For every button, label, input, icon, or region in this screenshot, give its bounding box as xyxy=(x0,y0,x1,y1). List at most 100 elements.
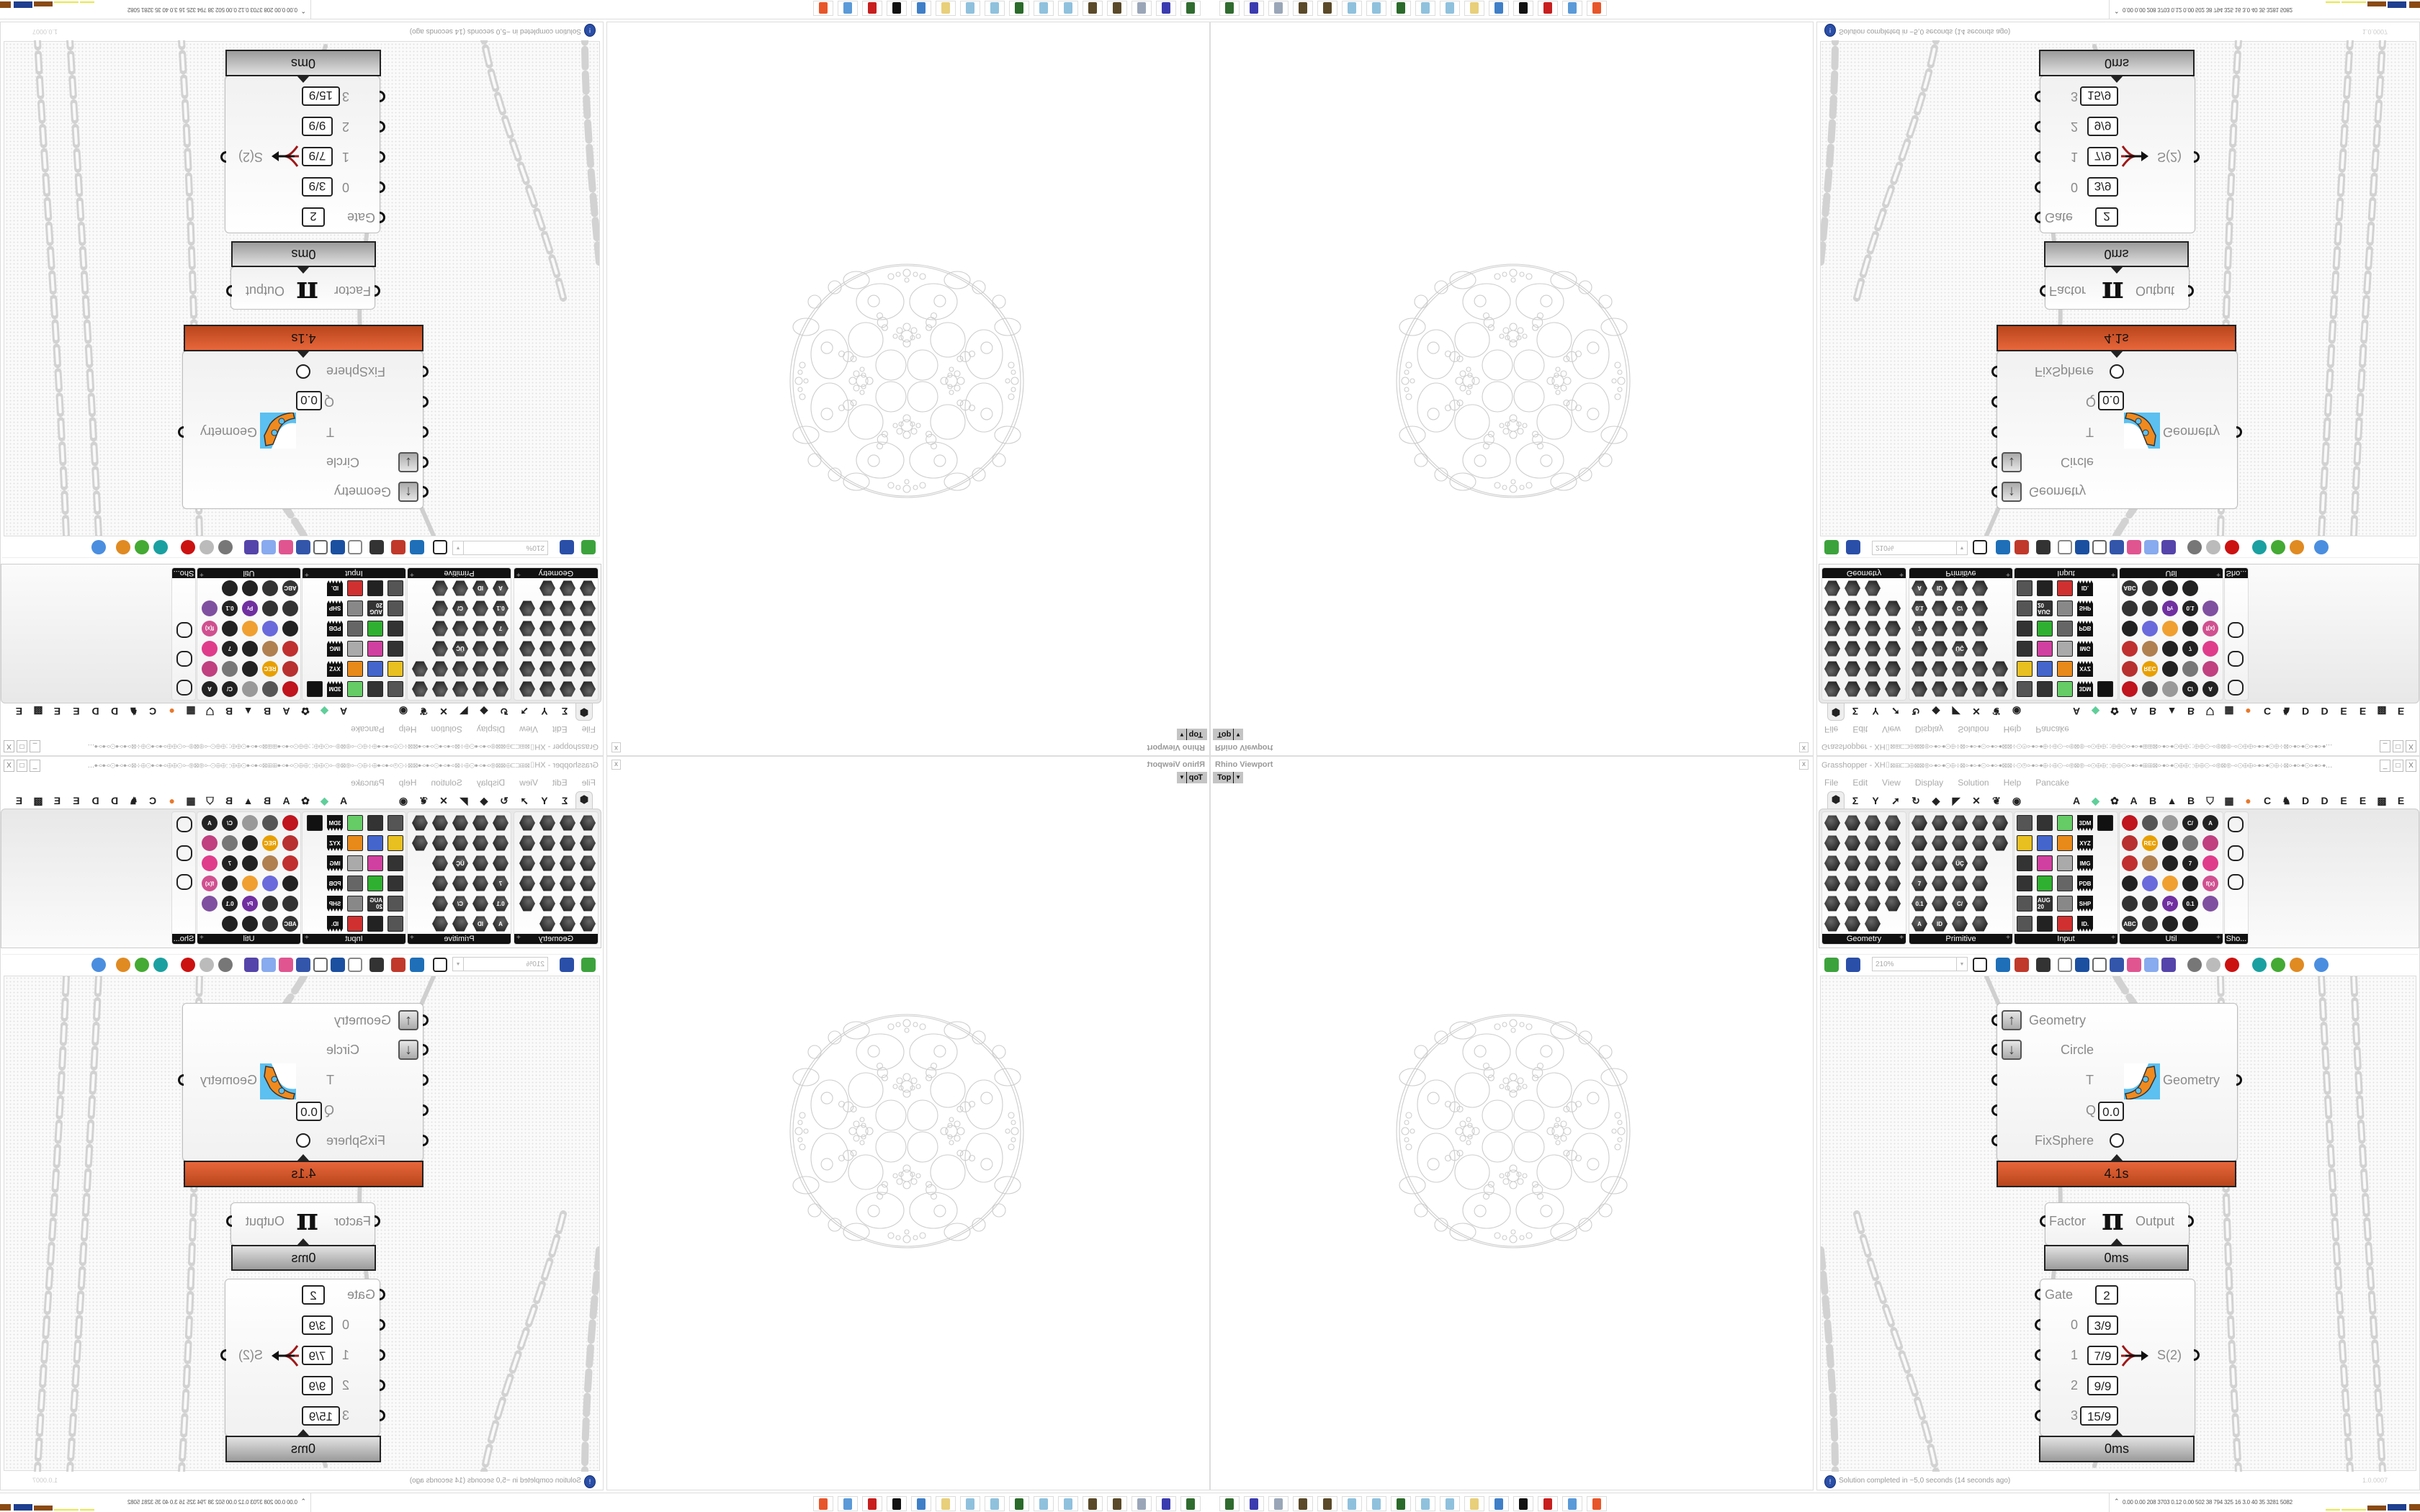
colour-wheel-icon[interactable] xyxy=(347,855,363,871)
chevron-down-icon[interactable]: ▼ xyxy=(1956,541,1967,554)
gradient-pick-icon[interactable] xyxy=(367,661,383,677)
preview-eye-icon[interactable] xyxy=(1996,958,2010,972)
preview-shaded-icon[interactable] xyxy=(2187,958,2202,972)
egg-icon[interactable] xyxy=(2162,876,2178,891)
menu-view[interactable]: View xyxy=(1882,724,1901,734)
preview-shaded-icon[interactable] xyxy=(218,540,233,554)
input-grip[interactable] xyxy=(1991,1104,1997,1116)
close-button[interactable]: X xyxy=(4,740,14,752)
gradient-pick-icon[interactable] xyxy=(367,835,383,851)
spark-icon[interactable] xyxy=(1932,681,1948,697)
colour-wheel-icon[interactable] xyxy=(2057,641,2073,657)
premiere-icon[interactable]: Pr xyxy=(2162,896,2178,912)
geodesic-icon[interactable] xyxy=(1845,580,1860,596)
complex-icon[interactable]: C/ xyxy=(1952,896,1968,912)
tree-icon[interactable] xyxy=(1952,621,1968,636)
button-icon[interactable] xyxy=(387,621,403,636)
arrow-up-icon[interactable]: ↑ xyxy=(2002,1010,2022,1030)
number-line-icon[interactable] xyxy=(1932,621,1948,636)
presentation-icon[interactable] xyxy=(2228,874,2244,890)
tray-chevron-icon[interactable]: ⌃ xyxy=(2114,1498,2120,1505)
notepad-icon[interactable] xyxy=(1342,1496,1362,1511)
eyeball-icon[interactable] xyxy=(202,661,218,677)
goggles-2-icon[interactable] xyxy=(176,845,192,861)
teal-surface-icon[interactable] xyxy=(2252,958,2267,972)
menu-edit[interactable]: Edit xyxy=(1852,724,1868,734)
save-icon[interactable] xyxy=(560,958,574,972)
matrix-icon[interactable] xyxy=(452,815,468,831)
gha-library-icon[interactable] xyxy=(2075,958,2089,972)
tab-shield-icon[interactable]: ⛉ xyxy=(206,795,214,806)
tab-dotted-grid-icon[interactable]: ▩ xyxy=(33,795,43,806)
preview-wire-icon[interactable] xyxy=(200,958,214,972)
stripes-icon[interactable] xyxy=(472,835,488,851)
tab-plugin-a-icon[interactable]: A xyxy=(339,795,348,806)
palette-icon[interactable] xyxy=(2202,600,2218,616)
colour-icon[interactable] xyxy=(493,681,508,697)
value-list-icon[interactable] xyxy=(2017,600,2033,616)
gear-app-icon[interactable] xyxy=(1107,1,1127,16)
tab-mesh-icon[interactable]: ◤ xyxy=(460,706,468,717)
tab-params-hexagon-icon[interactable]: ⬢ xyxy=(575,703,593,721)
tab-plugin-b2-icon[interactable]: B xyxy=(2187,706,2195,717)
firefox-icon[interactable] xyxy=(813,1496,833,1511)
goggles-icon[interactable] xyxy=(2228,816,2244,832)
maximize-button[interactable]: □ xyxy=(17,740,27,752)
box-icon[interactable] xyxy=(1824,681,1840,697)
play-triangle-icon[interactable] xyxy=(2122,835,2138,851)
stream-value-box[interactable]: 9/9 xyxy=(302,1376,333,1395)
number-line-icon[interactable] xyxy=(472,621,488,636)
eyeball-icon[interactable] xyxy=(2202,835,2218,851)
preview-wire-icon[interactable] xyxy=(2206,958,2220,972)
gha-library-icon[interactable] xyxy=(331,958,345,972)
tab-surface-icon[interactable]: ◆ xyxy=(1932,706,1940,717)
function-icon[interactable] xyxy=(347,876,363,891)
ring-icon[interactable] xyxy=(2122,600,2138,616)
calendar-icon[interactable]: AUG 20 xyxy=(367,600,383,616)
file-icon[interactable] xyxy=(432,855,448,871)
import-image-icon[interactable]: IMG xyxy=(327,855,343,871)
chevron-down-icon[interactable]: ▼ xyxy=(1956,958,1967,971)
x-hex-icon[interactable] xyxy=(222,580,238,596)
a-text-icon[interactable]: A xyxy=(202,681,218,697)
premiere-icon[interactable]: Pr xyxy=(242,600,258,616)
rhino-viewport-window[interactable]: Rhino Viewport x Top ▼ xyxy=(606,756,1210,1490)
tab-plugin-e-icon[interactable]: E xyxy=(73,706,80,717)
mesh-ref-icon[interactable] xyxy=(539,600,555,616)
tab-rooster-icon[interactable]: ♞ xyxy=(2282,795,2291,806)
tab-plugin-b2-icon[interactable]: B xyxy=(225,706,233,717)
notepad-2-icon[interactable] xyxy=(1366,1,1386,16)
function-icon[interactable] xyxy=(347,621,363,636)
colour-icon[interactable] xyxy=(1912,681,1927,697)
tab-mesh-icon[interactable]: ◤ xyxy=(1952,795,1960,806)
new-document-icon[interactable] xyxy=(581,958,596,972)
expand-panel-icon[interactable]: + xyxy=(2006,570,2010,578)
presentation-icon[interactable] xyxy=(176,622,192,638)
file-icon[interactable] xyxy=(432,641,448,657)
floppy-64-icon[interactable] xyxy=(1156,1,1176,16)
tab-plugin-d2-icon[interactable]: D xyxy=(91,706,99,717)
menu-edit[interactable]: Edit xyxy=(552,778,568,788)
tab-transform-icon[interactable]: ❦ xyxy=(1992,795,2001,806)
preview-wire-icon[interactable] xyxy=(2206,540,2220,554)
button-icon[interactable] xyxy=(2017,876,2033,891)
c-sharp-icon[interactable]: C/ xyxy=(2182,815,2198,831)
tab-plugin-d-icon[interactable]: D xyxy=(110,706,119,717)
palette-icon[interactable] xyxy=(202,600,218,616)
seven-icon[interactable]: 7 xyxy=(222,641,238,657)
vector-icon[interactable] xyxy=(1824,641,1840,657)
output-grip[interactable] xyxy=(2194,1349,2200,1361)
arrow-down-icon[interactable]: ↓ xyxy=(398,452,418,472)
id-tag-icon[interactable]: ID. xyxy=(327,580,343,596)
magnet-icon[interactable] xyxy=(262,681,278,697)
tab-plugin-b-icon[interactable]: B xyxy=(2148,795,2157,806)
green-surface-icon[interactable] xyxy=(2271,958,2285,972)
tab-plugin-e2-icon[interactable]: E xyxy=(2359,795,2367,806)
notepad-2-icon[interactable] xyxy=(1034,1,1054,16)
tab-plugin-b-icon[interactable]: B xyxy=(263,795,272,806)
view-tab-top[interactable]: Top ▼ xyxy=(1213,772,1243,783)
gear-app-icon[interactable] xyxy=(1293,1,1313,16)
package-icon[interactable] xyxy=(2127,958,2141,972)
value-list-icon[interactable] xyxy=(387,600,403,616)
menu-pancake[interactable]: Pancake xyxy=(351,778,385,788)
